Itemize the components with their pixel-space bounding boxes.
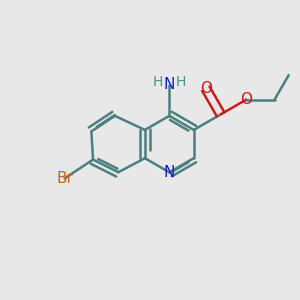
Text: H: H: [153, 75, 163, 89]
Text: H: H: [176, 75, 186, 89]
Text: O: O: [240, 92, 252, 107]
Text: O: O: [200, 81, 212, 96]
Text: N: N: [164, 77, 175, 92]
Text: Br: Br: [56, 171, 73, 186]
Text: N: N: [164, 165, 175, 180]
